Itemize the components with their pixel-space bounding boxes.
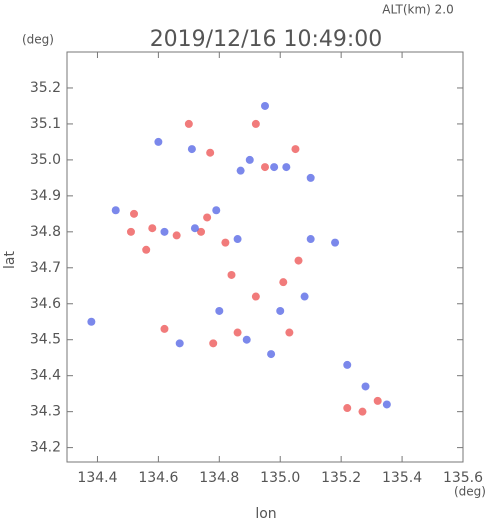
echo-point <box>373 396 382 405</box>
echo-point <box>142 245 151 254</box>
echo-point <box>111 206 120 215</box>
echo-point <box>203 213 212 222</box>
echo-point <box>215 306 224 315</box>
echo-point <box>87 317 96 326</box>
y-tick-label: 34.3 <box>30 404 61 420</box>
y-unit: (deg) <box>22 33 54 47</box>
echo-point <box>148 224 157 233</box>
x-tick-label: 134.8 <box>199 470 239 486</box>
y-tick-label: 34.5 <box>30 332 61 348</box>
echo-point <box>267 350 276 359</box>
echo-point <box>221 238 230 247</box>
y-tick-label: 34.8 <box>30 224 61 240</box>
y-tick-label: 35.2 <box>30 80 61 96</box>
echo-point <box>251 292 260 301</box>
x-unit: (deg) <box>454 485 486 499</box>
chart-title: 2019/12/16 10:49:00 <box>150 27 383 52</box>
x-tick-label: 135.2 <box>321 470 361 486</box>
y-tick-label: 34.2 <box>30 440 61 456</box>
echo-point <box>294 256 303 265</box>
echo-point <box>251 119 260 128</box>
echo-point <box>175 339 184 348</box>
echo-point <box>261 163 269 172</box>
echo-point <box>343 404 352 413</box>
x-tick-label: 134.4 <box>77 470 117 486</box>
echo-point <box>233 328 242 337</box>
echo-point <box>184 119 193 128</box>
y-tick-label: 34.7 <box>30 260 61 276</box>
echo-point <box>212 206 221 215</box>
x-tick-label: 134.6 <box>138 470 178 486</box>
echo-point <box>236 166 245 175</box>
echo-point <box>227 270 236 279</box>
y-tick-label: 34.4 <box>30 368 61 384</box>
y-tick-label: 35.1 <box>30 116 61 132</box>
echo-point <box>361 382 370 391</box>
echo-point <box>190 224 199 233</box>
echo-point <box>197 227 206 236</box>
x-tick-label: 135.6 <box>443 470 483 486</box>
echo-point <box>285 328 294 337</box>
echo-point <box>154 137 163 146</box>
echo-point <box>343 360 352 369</box>
echo-point <box>242 335 251 344</box>
x-axis-label: lon <box>255 506 276 521</box>
echo-point <box>209 339 218 348</box>
y-axis-label: lat <box>2 251 18 269</box>
echo-point <box>306 173 315 182</box>
echo-point <box>276 306 285 315</box>
echo-point <box>233 235 242 244</box>
echo-point <box>270 163 279 172</box>
echo-point <box>206 148 215 157</box>
y-tick-label: 34.9 <box>30 188 61 204</box>
echo-point <box>126 227 135 236</box>
echo-point <box>282 163 291 172</box>
x-tick-label: 135.0 <box>260 470 300 486</box>
echo-point <box>130 209 139 218</box>
echo-point <box>172 231 181 240</box>
echo-point <box>160 227 169 236</box>
plot-frame <box>66 51 464 463</box>
echo-point <box>358 407 367 416</box>
echo-point <box>331 238 340 247</box>
altitude-label: ALT(km) 2.0 <box>382 3 453 17</box>
y-tick-label: 34.6 <box>30 296 61 312</box>
echo-point <box>306 235 315 244</box>
echo-point <box>382 400 391 409</box>
echo-point <box>291 145 300 154</box>
echo-point <box>300 292 309 301</box>
echo-point <box>245 155 254 164</box>
echo-point <box>279 278 288 287</box>
echo-point <box>187 145 196 154</box>
echo-point <box>261 101 269 110</box>
x-tick-label: 135.4 <box>382 470 422 486</box>
echo-point <box>160 324 169 333</box>
y-tick-label: 35.0 <box>30 152 61 168</box>
